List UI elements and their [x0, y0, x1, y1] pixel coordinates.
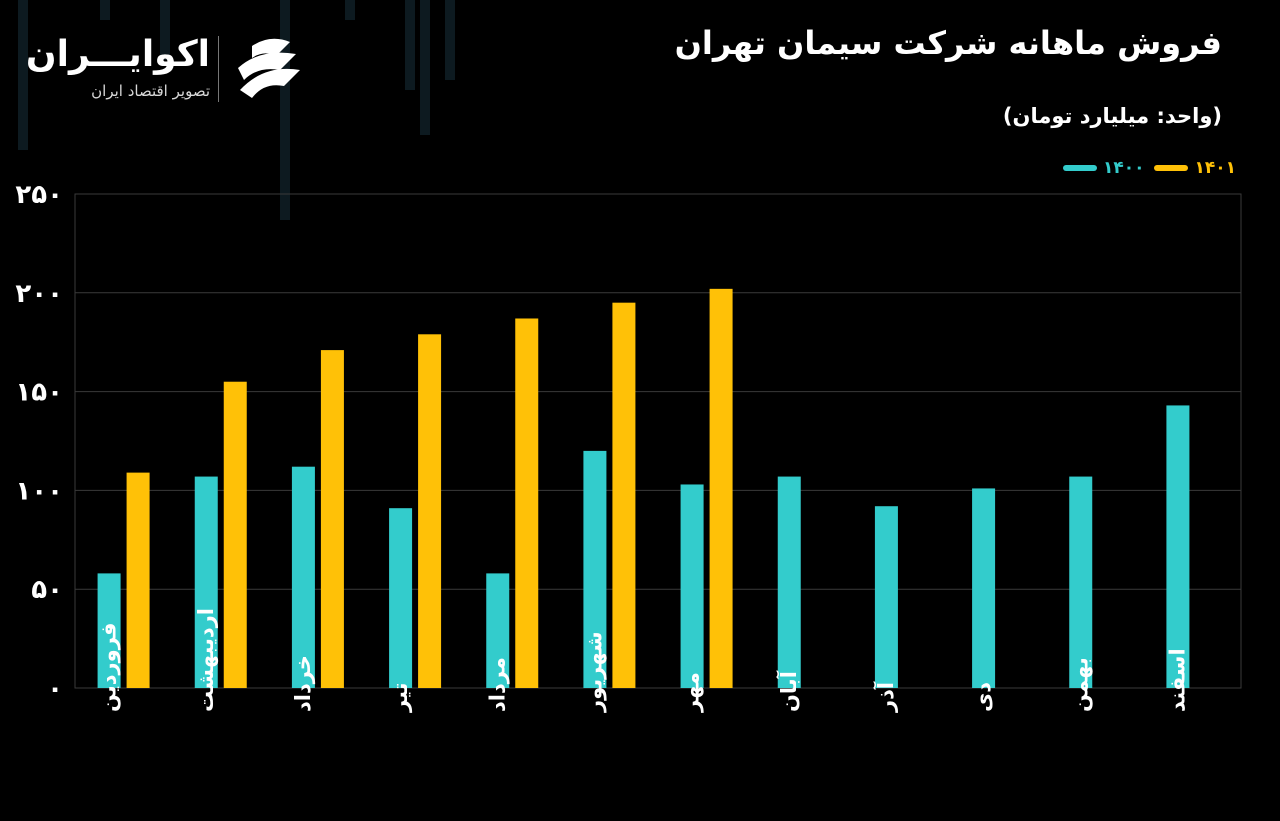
- y-tick-label: ۱۰۰: [15, 476, 63, 506]
- bar-1401: [126, 472, 150, 688]
- bar-1400: [389, 508, 413, 688]
- bar-1400: [291, 466, 315, 688]
- background-stripe: [18, 0, 28, 150]
- background-stripe: [420, 0, 430, 135]
- chart-title: فروش ماهانه شرکت سیمان تهران: [674, 24, 1222, 62]
- x-tick-label: آذر: [873, 681, 898, 713]
- chart-unit: (واحد: میلیارد تومان): [1002, 104, 1222, 128]
- bar-1401: [709, 288, 733, 688]
- x-tick-label: بهمن: [1068, 657, 1092, 712]
- bar-1401: [515, 318, 539, 688]
- bar-1400: [583, 450, 607, 688]
- bar-1400: [194, 476, 218, 688]
- y-tick-label: ۲۰۰: [15, 279, 63, 309]
- x-tick-label: آبان: [776, 670, 801, 712]
- bar-1400: [777, 476, 801, 688]
- bar-1400: [972, 488, 996, 688]
- legend-item-1400: ۱۴۰۰: [1062, 158, 1145, 178]
- y-tick-label: ۵۰: [31, 575, 63, 605]
- logo-divider: [218, 36, 219, 102]
- x-tick-label: تیر: [388, 682, 412, 713]
- background-stripe: [405, 0, 415, 90]
- bar-1400: [1166, 405, 1190, 688]
- background-stripe: [100, 0, 110, 20]
- brand-name: اکوایـــران: [25, 34, 210, 75]
- y-tick-label: ۰: [47, 674, 63, 704]
- brand-mark-icon: [238, 38, 300, 98]
- bar-1401: [223, 381, 247, 688]
- legend-swatch-1401: [1154, 165, 1189, 171]
- x-tick-label: مرداد: [485, 657, 509, 712]
- x-tick-label: فروردین: [97, 622, 121, 712]
- bar-1400: [97, 573, 121, 688]
- brand-logo: اکوایـــران تصویر اقتصاد ایران: [25, 30, 316, 110]
- bar-1400: [874, 506, 898, 688]
- y-tick-label: ۱۵۰: [15, 378, 63, 408]
- x-tick-label: اسفند: [1165, 648, 1189, 712]
- x-tick-label: دی: [971, 682, 995, 712]
- y-tick-label: ۲۵۰: [15, 180, 63, 210]
- legend-label-1400: ۱۴۰۰: [1102, 158, 1145, 178]
- background-stripe: [160, 0, 170, 60]
- bar-1401: [418, 334, 442, 688]
- x-tick-label: شهریور: [582, 631, 606, 713]
- bar-1400: [680, 484, 704, 688]
- legend-item-1401: ۱۴۰۱: [1154, 158, 1236, 178]
- background-stripe: [280, 0, 290, 220]
- chart-legend: ۱۴۰۱ ۱۴۰۰: [1062, 158, 1236, 178]
- bar-1401: [320, 350, 344, 688]
- plot-frame: [74, 193, 1242, 689]
- background-stripe: [445, 0, 455, 80]
- legend-swatch-1400: [1062, 165, 1097, 171]
- background-stripe: [345, 0, 355, 20]
- x-tick-label: اردیبهشت: [194, 608, 218, 712]
- bar-1400: [486, 573, 510, 688]
- x-tick-label: مهر: [680, 672, 704, 713]
- legend-label-1401: ۱۴۰۱: [1194, 158, 1236, 178]
- bar-1400: [1069, 476, 1093, 688]
- brand-tagline: تصویر اقتصاد ایران: [91, 82, 210, 100]
- bar-1401: [612, 302, 636, 688]
- x-tick-label: خرداد: [291, 655, 315, 712]
